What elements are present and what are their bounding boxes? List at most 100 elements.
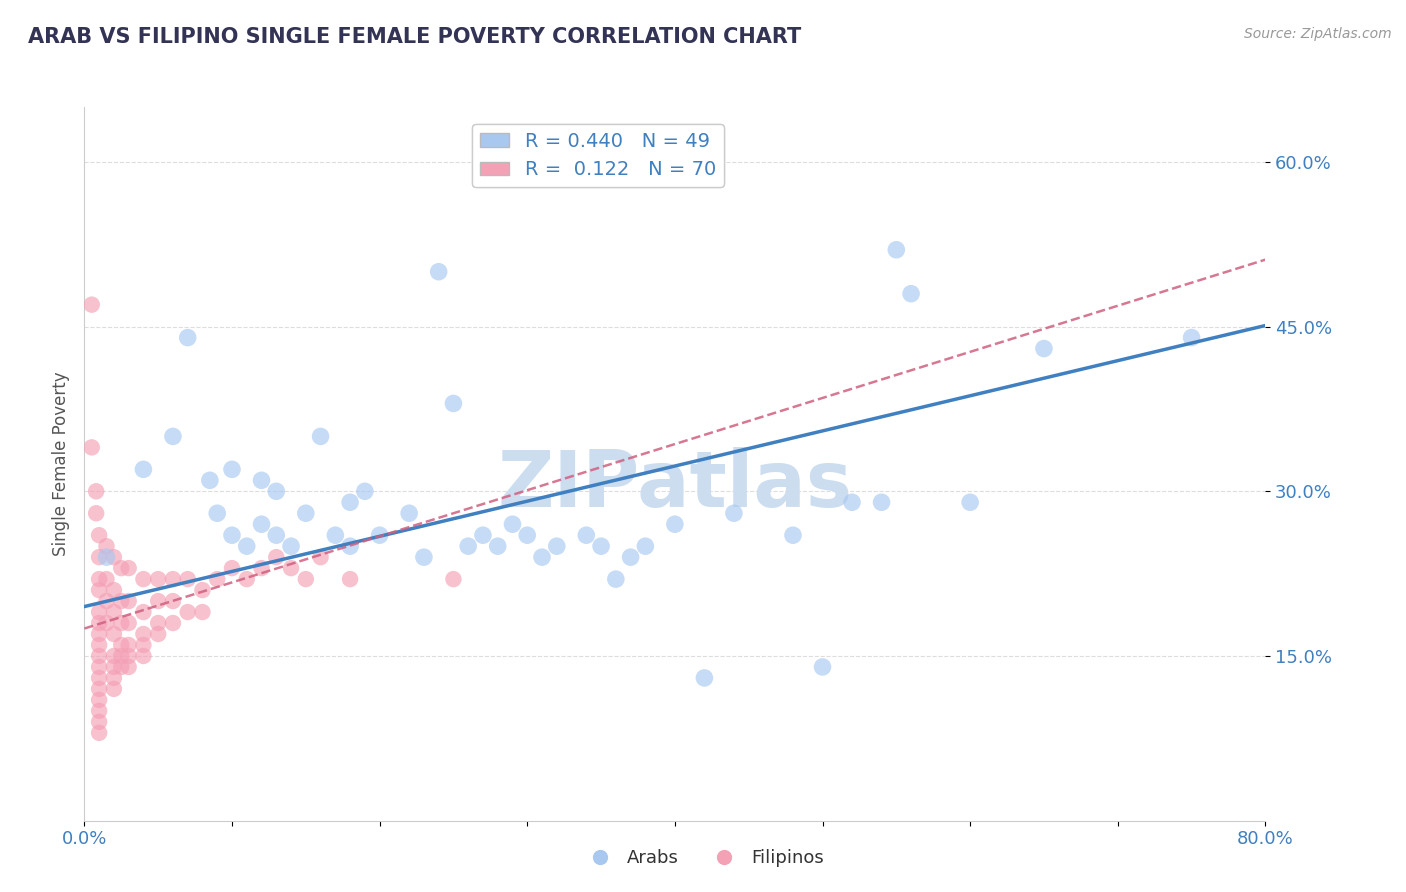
Point [368,528,391,542]
Point [250,561,273,575]
Point [87,681,111,696]
Point [103,671,125,685]
Point [841,495,863,509]
Point [264,528,288,542]
Point [103,648,125,663]
Point [441,396,464,410]
Point [205,572,228,586]
Legend: Arabs, Filipinos: Arabs, Filipinos [575,842,831,874]
Point [235,572,259,586]
Point [782,528,804,542]
Point [96,572,118,586]
Text: Source: ZipAtlas.com: Source: ZipAtlas.com [1244,27,1392,41]
Point [87,627,111,641]
Point [264,550,288,565]
Point [132,648,155,663]
Point [605,572,627,586]
Point [110,594,132,608]
Point [280,539,302,553]
Point [148,572,170,586]
Point [295,506,318,520]
Point [221,462,243,476]
Point [250,473,273,487]
Point [87,714,111,729]
Point [457,539,479,553]
Point [118,594,141,608]
Point [132,572,155,586]
Point [264,484,288,499]
Point [198,473,221,487]
Text: ZIPatlas: ZIPatlas [498,447,852,524]
Point [427,265,450,279]
Point [530,550,553,565]
Point [191,605,214,619]
Y-axis label: Single Female Poverty: Single Female Poverty [52,372,70,556]
Point [575,528,598,542]
Point [221,561,243,575]
Point [87,704,111,718]
Point [309,429,332,443]
Point [132,638,155,652]
Point [103,627,125,641]
Point [959,495,981,509]
Point [546,539,568,553]
Point [87,648,111,663]
Point [693,671,716,685]
Text: ARAB VS FILIPINO SINGLE FEMALE POVERTY CORRELATION CHART: ARAB VS FILIPINO SINGLE FEMALE POVERTY C… [28,27,801,46]
Point [87,726,111,740]
Point [177,572,200,586]
Point [87,528,111,542]
Point [309,550,332,565]
Point [84,506,107,520]
Point [103,550,125,565]
Point [110,648,132,663]
Point [148,615,170,630]
Point [177,605,200,619]
Point [87,671,111,685]
Point [87,693,111,707]
Point [87,638,111,652]
Point [177,330,200,344]
Point [354,484,377,499]
Point [398,506,420,520]
Point [132,627,155,641]
Point [96,615,118,630]
Legend: R = 0.440   N = 49, R =  0.122   N = 70: R = 0.440 N = 49, R = 0.122 N = 70 [472,124,724,187]
Point [619,550,641,565]
Point [280,561,302,575]
Point [516,528,538,542]
Point [811,660,834,674]
Point [103,583,125,598]
Point [103,605,125,619]
Point [87,660,111,674]
Point [250,517,273,532]
Point [118,648,141,663]
Point [441,572,464,586]
Point [87,605,111,619]
Point [87,572,111,586]
Point [118,638,141,652]
Point [132,605,155,619]
Point [221,528,243,542]
Point [205,506,228,520]
Point [591,539,613,553]
Point [87,615,111,630]
Point [110,660,132,674]
Point [87,550,111,565]
Point [486,539,509,553]
Point [80,441,103,455]
Point [339,495,361,509]
Point [413,550,436,565]
Point [110,615,132,630]
Point [96,594,118,608]
Point [1180,330,1202,344]
Point [501,517,523,532]
Point [132,462,155,476]
Point [96,550,118,565]
Point [110,561,132,575]
Point [162,572,184,586]
Point [1032,342,1054,356]
Point [472,528,495,542]
Point [323,528,347,542]
Point [118,561,141,575]
